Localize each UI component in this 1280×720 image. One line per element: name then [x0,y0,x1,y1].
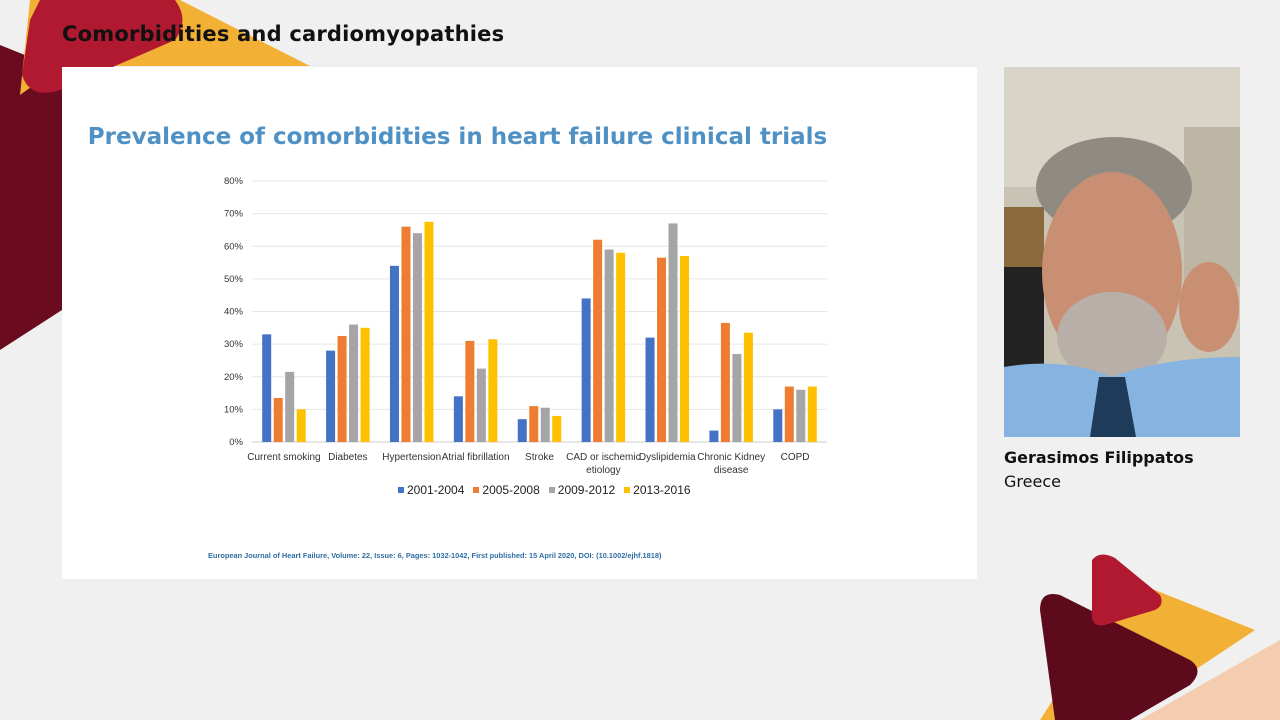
x-tick-label: Chronic Kidney [697,452,765,463]
legend-swatch [398,487,404,493]
bar-2013-2016 [616,252,626,442]
bar-2001-2004 [517,419,527,442]
bar-2005-2008 [720,322,730,442]
bar-2013-2016 [743,332,753,442]
bar-2009-2012 [796,389,806,442]
y-tick-label: 20% [224,372,244,383]
bar-2001-2004 [453,396,463,442]
legend-item: 2005-2008 [473,483,540,497]
chart-legend: 2001-2004 2005-2008 2009-2012 2013-2016 [398,483,691,497]
y-tick-label: 70% [224,209,244,220]
x-tick-label: CAD or ischemic [566,452,640,463]
bar-2001-2004 [262,334,272,442]
x-tick-label: Hypertension [382,452,441,463]
bar-2005-2008 [465,340,475,442]
speaker-country: Greece [1004,472,1061,491]
bar-2005-2008 [784,386,794,442]
x-tick-label: Dyslipidemia [639,452,696,463]
speaker-video [1004,67,1240,437]
legend-swatch [624,487,631,493]
legend-label: 2009-2012 [557,483,616,497]
bar-2001-2004 [326,350,336,442]
bar-2013-2016 [296,409,306,442]
x-tick-label: Stroke [525,452,554,463]
bar-2005-2008 [657,257,667,442]
bar-2005-2008 [337,335,347,442]
y-tick-label: 30% [224,339,244,350]
legend-label: 2001-2004 [407,483,465,497]
speaker-image [1004,67,1240,437]
x-tick-label: COPD [781,452,810,463]
legend-swatch [548,487,555,493]
y-tick-label: 80% [224,176,244,187]
bar-2009-2012 [732,353,742,442]
bar-2009-2012 [476,368,486,442]
bar-2009-2012 [540,407,550,442]
bar-2005-2008 [593,239,603,442]
bar-2013-2016 [680,256,690,442]
x-tick-label: disease [714,465,749,476]
header-title: Comorbidities and cardiomyopathies [62,22,505,46]
legend-item: 2013-2016 [624,483,691,497]
y-tick-label: 40% [224,307,244,318]
bar-2005-2008 [273,397,283,442]
legend-item: 2001-2004 [398,483,464,497]
x-tick-label: Current smoking [247,452,320,463]
bar-2009-2012 [412,233,422,442]
bar-2013-2016 [807,386,817,442]
citation-text: European Journal of Heart Failure, Volum… [208,551,662,560]
x-tick-label: Atrial fibrillation [442,452,510,463]
y-tick-label: 10% [224,404,244,415]
bar-2001-2004 [389,265,399,442]
bar-2013-2016 [552,415,562,442]
bar-2009-2012 [285,371,295,442]
bar-2001-2004 [645,337,655,442]
bar-2009-2012 [668,223,678,442]
legend-swatch [473,487,480,493]
bar-2013-2016 [424,221,434,442]
y-tick-label: 60% [224,241,244,252]
bar-2009-2012 [349,324,359,442]
bar-2001-2004 [581,298,591,442]
bar-2009-2012 [604,249,614,442]
legend-item: 2009-2012 [548,483,616,497]
slide-panel [62,67,977,579]
slide-title: Prevalence of comorbidities in heart fai… [87,124,828,150]
x-tick-label: Diabetes [328,452,367,463]
speaker-name: Gerasimos Filippatos [1004,448,1194,467]
bar-2001-2004 [709,430,719,442]
legend-label: 2013-2016 [633,483,691,497]
bar-2005-2008 [529,406,539,442]
legend-label: 2005-2008 [482,483,540,497]
y-tick-label: 50% [224,274,244,285]
x-tick-label: etiology [586,465,620,476]
y-tick-label: 0% [229,437,243,448]
bar-2001-2004 [773,409,783,442]
bar-2013-2016 [488,339,498,442]
bar-2005-2008 [401,226,411,442]
bar-2013-2016 [360,327,370,442]
comorbidity-bar-chart: 0% 10% 20% 30% 40% 50% 60% 70% 80% Current smokin… [224,176,827,476]
